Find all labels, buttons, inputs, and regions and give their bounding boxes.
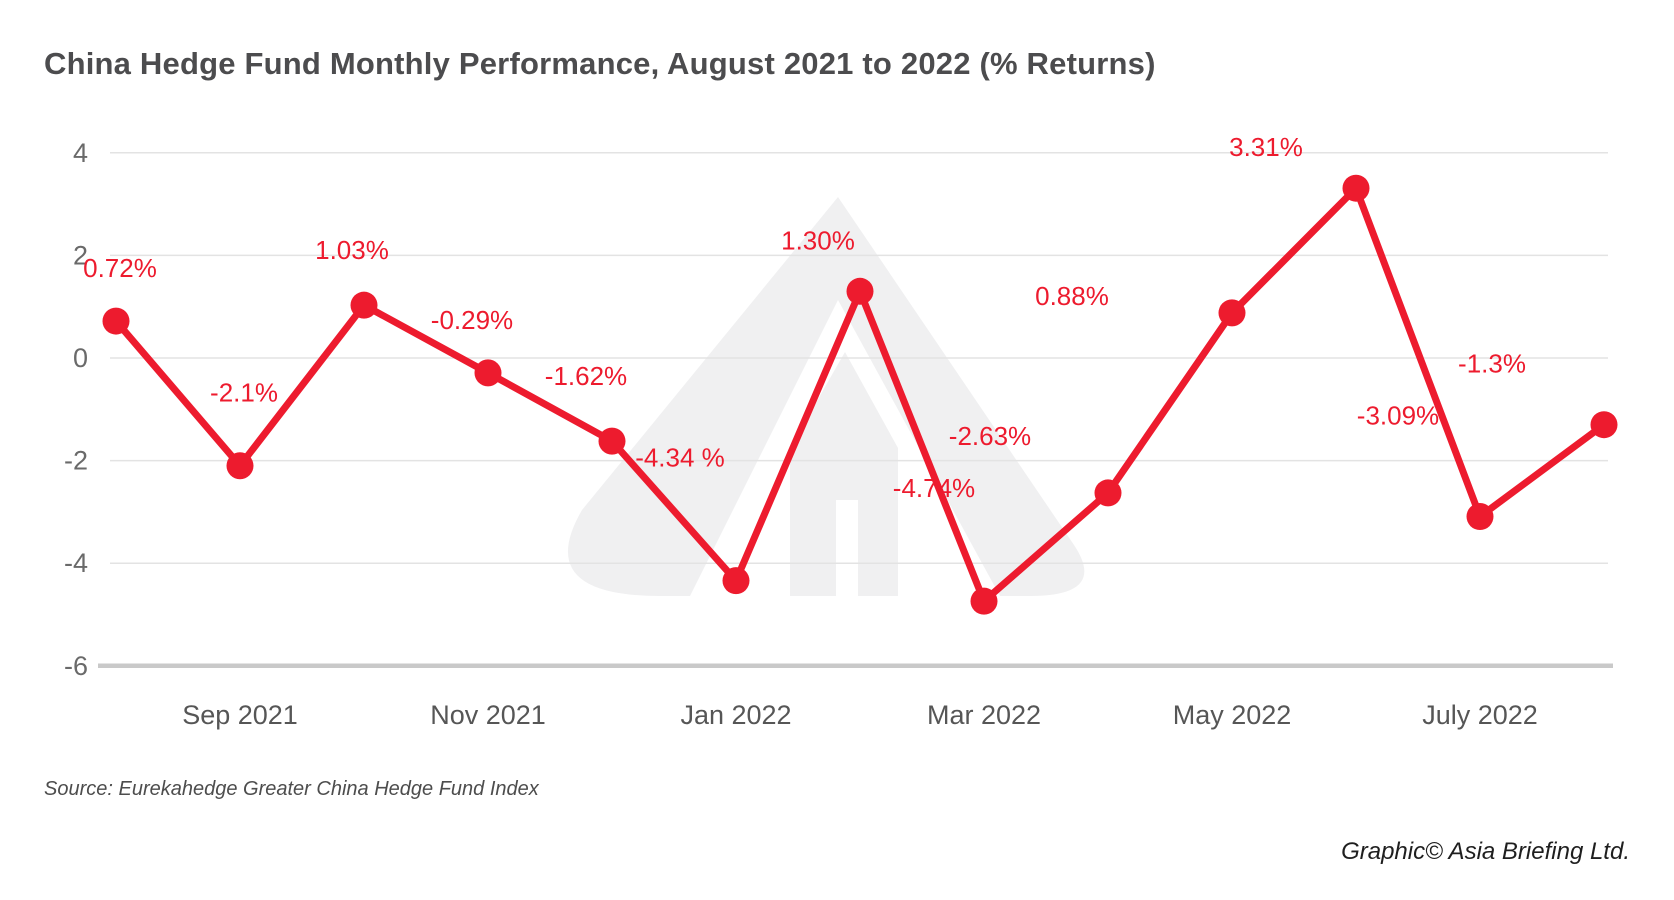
data-point-label: -1.3% (1458, 349, 1526, 379)
credit-note: Graphic© Asia Briefing Ltd. (1341, 838, 1630, 865)
x-tick-label: Mar 2022 (927, 700, 1041, 730)
y-tick-label: 0 (73, 343, 88, 373)
data-point-label: -2.63% (949, 421, 1031, 451)
watermark-logo-inner (790, 352, 898, 596)
watermark-logo (567, 197, 1085, 596)
data-point-label: -2.1% (210, 378, 278, 408)
data-point-label: -4.34 % (635, 443, 725, 473)
data-point (350, 291, 378, 319)
y-tick-label: -4 (64, 548, 88, 578)
data-point (226, 452, 254, 480)
data-point-label: 0.72% (83, 253, 157, 283)
data-point-label: -0.29% (431, 305, 513, 335)
x-tick-label: July 2022 (1422, 700, 1538, 730)
data-point (1590, 411, 1618, 439)
data-point-label: 1.30% (781, 225, 855, 255)
data-point (722, 567, 750, 595)
x-tick-label: May 2022 (1173, 700, 1292, 730)
data-point-label: 0.88% (1035, 281, 1109, 311)
data-point-label: -4.74% (893, 473, 975, 503)
data-point (1094, 479, 1122, 507)
y-tick-label: 4 (73, 138, 88, 168)
data-point-label: -3.09% (1357, 401, 1439, 431)
y-tick-label: -2 (64, 446, 88, 476)
data-point (1218, 299, 1246, 327)
data-point (970, 587, 998, 615)
data-point-label: 3.31% (1229, 132, 1303, 162)
data-point-label: -1.62% (545, 361, 627, 391)
source-note: Source: Eurekahedge Greater China Hedge … (44, 778, 539, 800)
data-point (846, 277, 874, 305)
data-point-label: 1.03% (315, 235, 389, 265)
data-point (598, 427, 626, 455)
y-tick-label: 2 (73, 240, 88, 270)
data-point (1342, 174, 1370, 202)
x-tick-label: Sep 2021 (182, 700, 298, 730)
data-point (102, 307, 130, 335)
y-tick-label: -6 (64, 651, 88, 681)
chart-title: China Hedge Fund Monthly Performance, Au… (44, 46, 1156, 81)
x-tick-label: Jan 2022 (680, 700, 791, 730)
data-point (474, 359, 502, 387)
x-tick-label: Nov 2021 (430, 700, 546, 730)
data-point (1466, 503, 1494, 531)
